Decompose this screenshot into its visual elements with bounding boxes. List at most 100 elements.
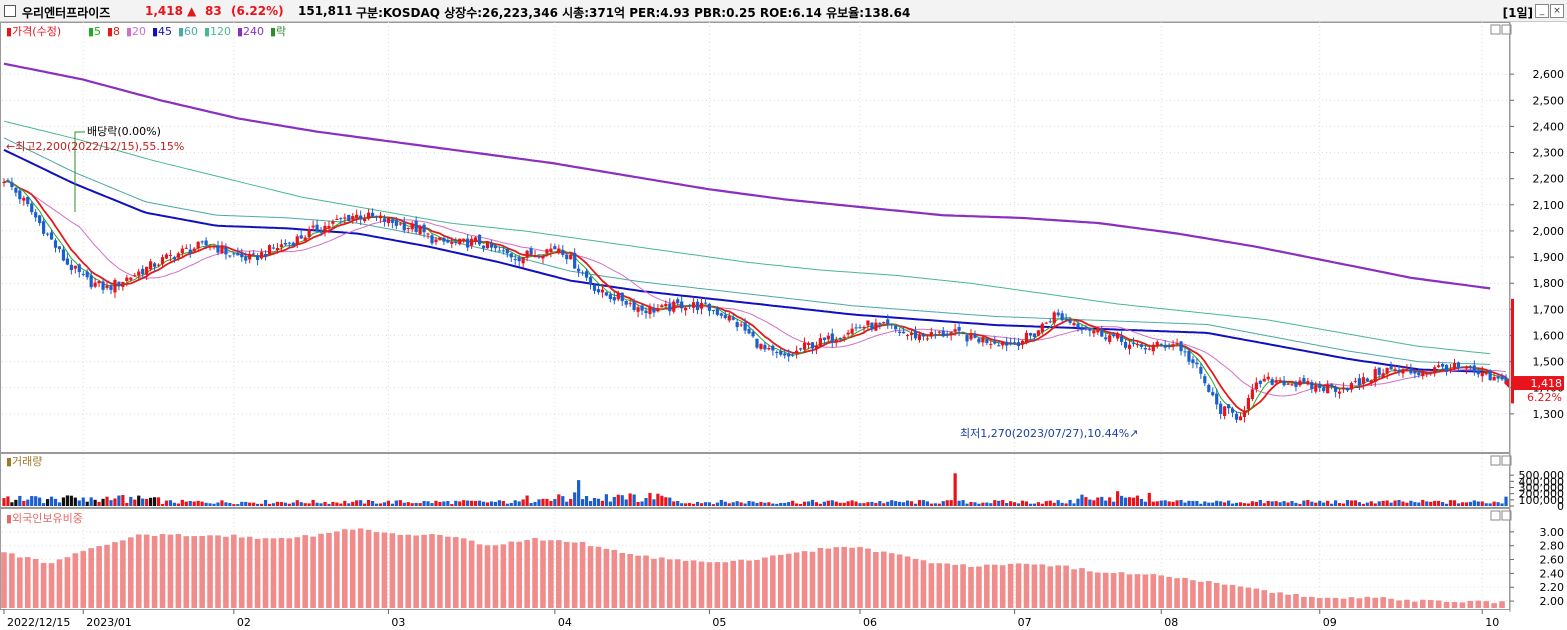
- foreign-bar: [56, 559, 63, 608]
- volume-bar: [632, 494, 636, 506]
- foreign-bar: [873, 551, 879, 608]
- candle-body: [1464, 366, 1468, 369]
- candle-body: [1068, 320, 1072, 323]
- candle-body: [533, 255, 537, 258]
- volume-bar: [604, 494, 608, 506]
- candle-body: [1369, 380, 1373, 383]
- volume-bar: [196, 500, 200, 506]
- foreign-bar: [1205, 580, 1212, 608]
- candle-body: [981, 337, 985, 343]
- last-pct-label: 6.22%: [1527, 391, 1562, 404]
- foreign-bar: [1364, 596, 1371, 608]
- candle-body: [1330, 384, 1334, 387]
- foreign-bar: [881, 551, 887, 608]
- volume-bar: [434, 500, 438, 506]
- volume-bar: [517, 501, 521, 506]
- candle-body: [406, 227, 410, 229]
- volume-bar: [1488, 503, 1492, 506]
- minimize-icon[interactable]: _: [1535, 4, 1549, 18]
- chart-area[interactable]: 1,3001,4001,5001,6001,7001,8001,9002,000…: [0, 22, 1567, 630]
- volume-bar: [890, 500, 894, 506]
- candle-body: [1199, 366, 1203, 374]
- foreign-bar: [223, 536, 229, 608]
- volume-bar: [458, 501, 462, 506]
- volume-bar: [672, 501, 676, 506]
- foreign-bar: [349, 529, 356, 608]
- volume-bar: [10, 502, 14, 506]
- foreign-bar: [1158, 575, 1165, 608]
- volume-bar: [636, 501, 640, 506]
- select-checkbox[interactable]: [4, 5, 16, 17]
- volume-bar: [854, 501, 858, 506]
- foreign-bar: [1412, 601, 1418, 608]
- candle-body: [374, 215, 379, 217]
- volume-bar: [1123, 497, 1128, 506]
- candle-body: [1020, 340, 1025, 345]
- volume-bar: [739, 502, 743, 506]
- candle-body: [850, 328, 854, 334]
- foreign-bar: [9, 553, 15, 608]
- price-tick-label: 2,500: [1533, 94, 1565, 107]
- volume-bar: [1005, 503, 1009, 506]
- volume-bar: [1040, 503, 1044, 506]
- foreign-bar: [207, 535, 213, 608]
- candle-body: [1084, 328, 1088, 330]
- close-icon[interactable]: ×: [1550, 4, 1564, 18]
- volume-bar: [755, 502, 759, 506]
- volume-bar: [898, 501, 902, 506]
- foreign-bar: [318, 533, 324, 608]
- candle-body: [763, 344, 767, 350]
- candle-body: [1250, 389, 1254, 399]
- candle-body: [1345, 387, 1350, 391]
- candle-body: [977, 338, 981, 343]
- volume-bar: [795, 503, 799, 506]
- volume-bar: [846, 501, 850, 506]
- volume-bar: [105, 496, 109, 506]
- candle-body: [73, 265, 77, 269]
- volume-bar: [1032, 503, 1037, 506]
- candle-body: [735, 321, 739, 328]
- candle-body: [307, 229, 311, 237]
- candle-body: [22, 197, 26, 201]
- candle-body: [259, 252, 264, 259]
- foreign-bar: [817, 547, 824, 608]
- volume-bar: [1024, 501, 1029, 506]
- foreign-bar: [1015, 563, 1022, 608]
- price-pane: [0, 22, 1510, 453]
- candle-body: [1191, 359, 1195, 364]
- volume-bar: [1223, 502, 1227, 506]
- volume-bar: [1246, 503, 1251, 506]
- foreign-bar: [801, 551, 808, 608]
- foreign-bar: [841, 546, 847, 608]
- volume-bar: [1441, 502, 1445, 506]
- candle-body: [818, 338, 822, 347]
- pane-close-icon: [1501, 510, 1512, 521]
- volume-bar: [204, 502, 208, 506]
- volume-bar: [156, 497, 161, 506]
- foreign-bar: [342, 529, 348, 608]
- volume-bar: [894, 501, 898, 506]
- volume-bar: [525, 495, 529, 506]
- volume-bar: [1429, 501, 1433, 506]
- candle-body: [755, 338, 759, 348]
- price-tick-label: 1,800: [1533, 277, 1565, 290]
- candle-body: [1353, 380, 1358, 382]
- period-selector[interactable]: [1일]: [1502, 6, 1533, 20]
- foreign-bar: [128, 537, 134, 608]
- foreign-bar: [1102, 572, 1109, 608]
- foreign-bar: [976, 566, 982, 608]
- foreign-bar: [326, 532, 332, 608]
- volume-bar: [267, 503, 272, 506]
- volume-bar: [628, 493, 632, 506]
- candle-body: [1028, 333, 1033, 336]
- foreign-bar: [516, 541, 522, 608]
- foreign-bar: [793, 552, 800, 608]
- foreign-bar: [936, 563, 943, 608]
- ma240-line: [3, 62, 1491, 290]
- volume-bar: [850, 500, 854, 506]
- volume-bar: [303, 503, 307, 506]
- candle-body: [1088, 328, 1092, 331]
- candle-body: [723, 314, 727, 319]
- foreign-bar: [952, 564, 958, 608]
- foreign-bar: [1483, 601, 1490, 608]
